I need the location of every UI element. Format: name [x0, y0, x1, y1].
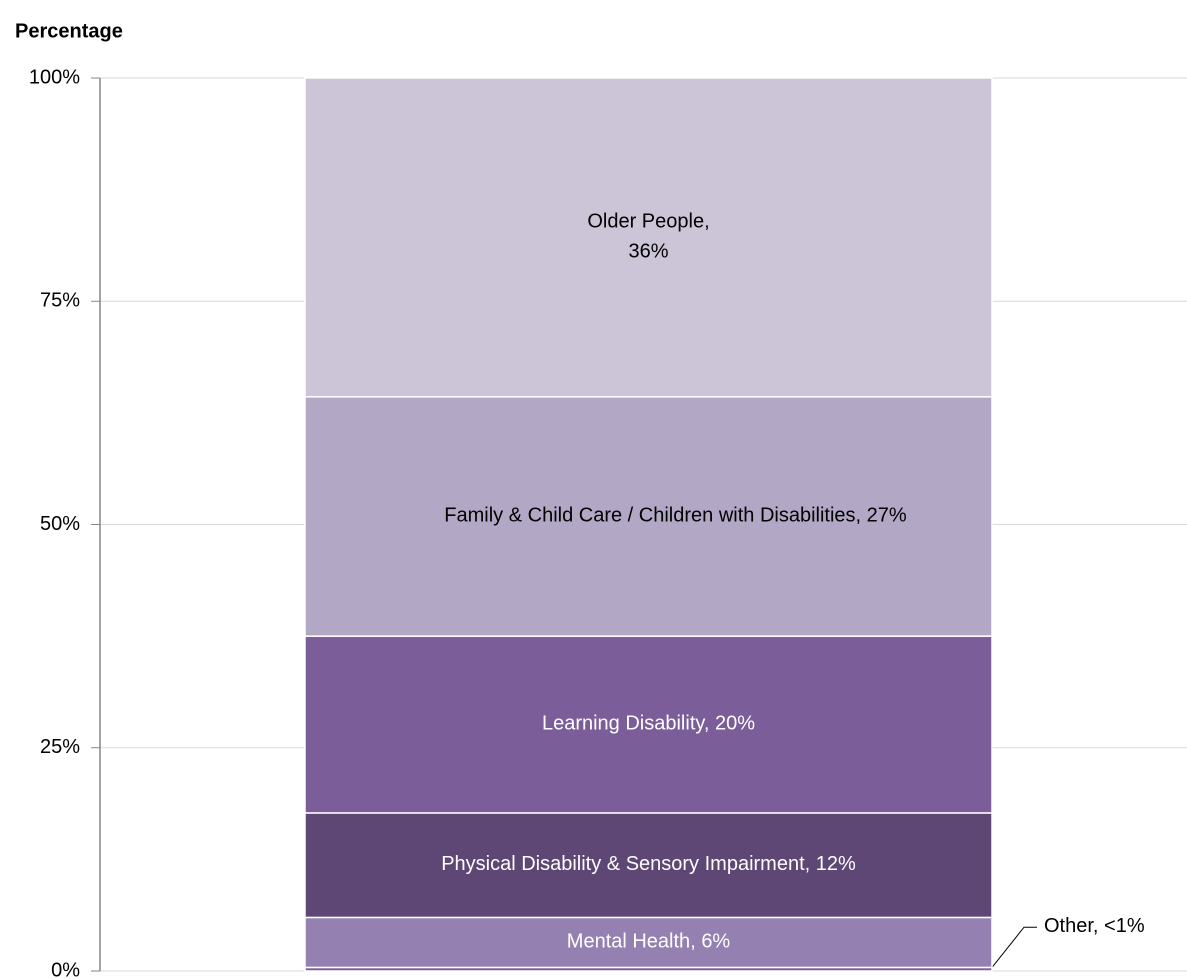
leader-line: [991, 926, 1037, 968]
data-label: Mental Health, 6%: [567, 931, 731, 953]
label-name: Mental Health: [567, 931, 690, 953]
data-label: Older People,: [587, 211, 709, 233]
label-value: 20%: [715, 713, 755, 735]
label-name: Other: [1044, 915, 1094, 937]
label-sep: ,: [704, 211, 710, 233]
label-name: Learning Disability: [542, 713, 705, 735]
data-label: Other, <1%: [1044, 915, 1145, 937]
label-name: Older People: [587, 211, 704, 233]
y-tick-label: 0%: [51, 959, 80, 979]
label-name: Physical Disability & Sensory Impairment: [441, 853, 805, 875]
label-sep: ,: [690, 931, 701, 953]
y-tick-label: 100%: [29, 66, 80, 88]
y-tick-label: 25%: [40, 736, 80, 758]
label-name: Family & Child Care / Children with Disa…: [444, 505, 855, 527]
label-sep: ,: [704, 713, 715, 735]
label-value: <1%: [1104, 915, 1145, 937]
data-label: Learning Disability, 20%: [542, 713, 755, 735]
y-tick-label: 75%: [40, 290, 80, 312]
label-sep: ,: [1093, 915, 1104, 937]
bar-segment: [304, 916, 993, 969]
label-value: 6%: [701, 931, 730, 953]
bar-segment: [304, 812, 993, 919]
label-value: 27%: [867, 505, 907, 527]
bar-segment: [304, 77, 993, 398]
data-label: Family & Child Care / Children with Disa…: [444, 505, 907, 527]
y-axis-label: Percentage: [15, 20, 123, 42]
label-value: 12%: [816, 853, 856, 875]
bar-segment: [304, 635, 993, 814]
bar-segment: [304, 396, 993, 637]
data-label: Physical Disability & Sensory Impairment…: [441, 853, 856, 875]
label-sep: ,: [856, 505, 867, 527]
label-sep: ,: [805, 853, 816, 875]
data-label: 36%: [628, 241, 668, 263]
y-tick-label: 50%: [40, 513, 80, 535]
